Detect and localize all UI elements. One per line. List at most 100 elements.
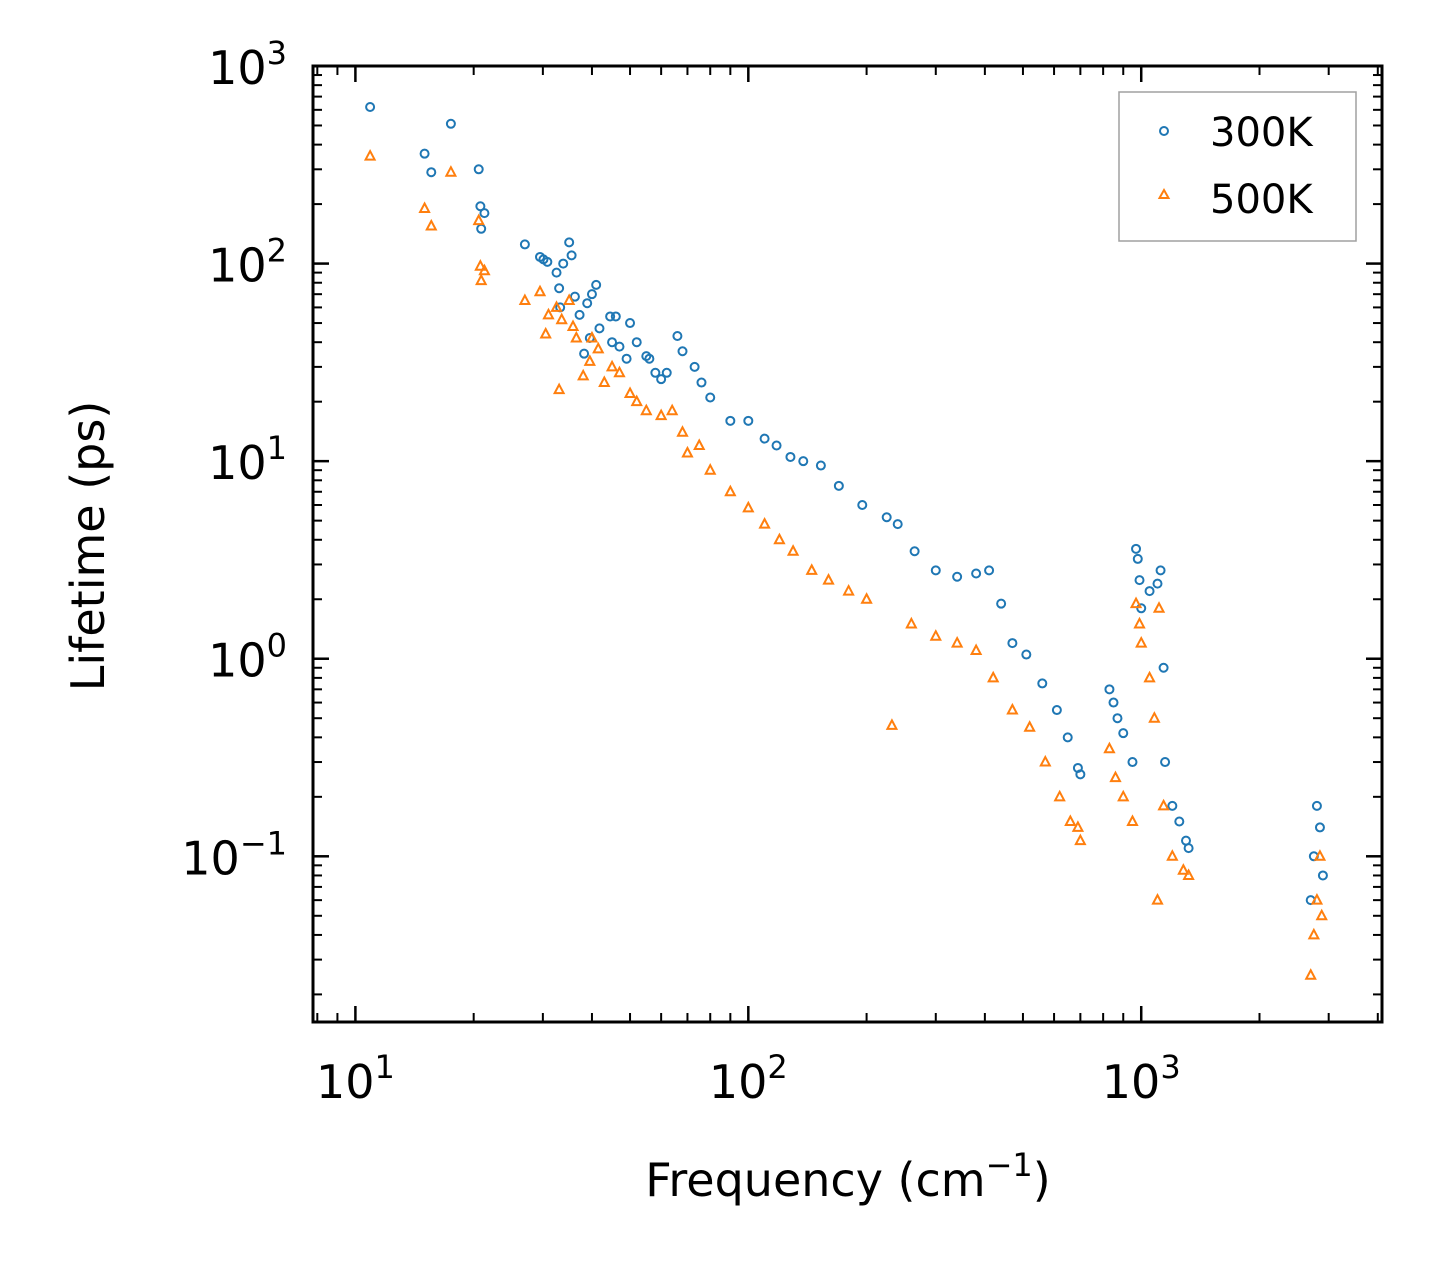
data-point-500K [905,616,918,629]
data-point-500K [885,718,899,730]
data-point-500K [950,635,964,648]
data-point-500K [363,148,377,161]
data-point-500K [665,403,679,416]
data-point-500K [1148,711,1161,723]
data-point-500K [1135,635,1148,648]
data-point-500K [1143,670,1156,683]
data-point-300K [1131,543,1142,554]
data-point-300K [1112,713,1123,724]
data-point-300K [579,348,590,359]
data-point-500K [1315,908,1328,921]
data-point-300K [1311,800,1322,811]
data-point-300K [725,415,736,426]
data-point-500K [1151,893,1164,905]
data-point-300K [542,256,553,267]
y-axis-label: Lifetime (ps) [61,401,115,692]
data-point-500K [475,273,488,286]
x-tick-label: 102 [709,1048,788,1109]
data-point-500K [472,213,485,226]
data-point-300K [610,311,621,322]
data-point-300K [771,440,782,451]
data-point-500K [605,359,619,372]
data-point-300K [798,456,809,467]
data-point-300K [689,361,700,372]
data-point-500K [533,284,547,297]
legend-marker-300K [1159,126,1169,136]
data-point-300K [476,223,487,234]
data-point-300K [696,377,707,388]
data-point-500K [566,319,580,332]
data-point-500K [613,365,626,378]
x-tick-label: 103 [1102,1048,1181,1109]
data-point-300K [426,167,437,178]
data-point-500K [654,408,668,421]
data-point-500K [583,354,596,366]
data-point-300K [857,499,868,510]
data-point-500K [929,629,942,641]
data-point-300K [881,512,892,523]
data-point-500K [418,201,431,214]
data-point-500K [1039,754,1052,767]
data-point-500K [585,330,599,343]
data-point-300K [445,118,456,129]
data-point-500K [552,382,566,395]
data-point-500K [860,592,873,604]
data-point-500K [969,643,983,656]
data-point-500K [676,425,689,437]
data-point-300K [1104,684,1115,695]
data-point-300K [621,353,632,364]
plot-frame [311,64,1384,1024]
data-point-500K [805,563,818,575]
data-point-500K [681,445,694,458]
data-point-300K [582,298,593,309]
data-point-300K [785,451,796,462]
data-point-300K [892,519,903,530]
data-point-300K [1062,732,1073,743]
data-point-500K [1177,863,1190,875]
data-point-300K [631,337,642,348]
data-point-500K [758,516,771,529]
data-point-500K [570,330,583,343]
data-point-300K [1007,638,1018,649]
data-point-300K [1075,769,1086,780]
data-point-300K [365,102,376,113]
data-point-500K [444,165,458,177]
data-point-300K [1127,757,1138,768]
data-point-300K [833,480,844,491]
data-point-500K [555,312,568,325]
data-point-300K [1037,678,1048,689]
data-point-500K [623,386,637,398]
data-point-300K [1158,662,1169,673]
data-point-300K [479,208,490,219]
data-point-500K [1157,798,1170,811]
data-point-300K [672,330,683,341]
data-point-300K [971,568,982,579]
data-point-300K [473,164,484,175]
data-point-300K [952,571,963,582]
data-point-300K [1152,578,1163,589]
data-point-300K [909,546,920,557]
data-point-300K [1314,822,1325,833]
data-point-500K [478,263,491,276]
data-point-500K [742,500,755,513]
data-point-500K [1103,741,1116,754]
legend-marker-500K [1157,187,1171,199]
data-point-300K [564,237,575,248]
series-500K [363,148,1328,980]
data-point-500K [640,403,653,416]
data-point-500K [842,583,855,596]
data-point-300K [519,239,530,250]
data-point-500K [550,300,563,312]
data-point-300K [996,598,1007,609]
data-point-300K [574,309,585,320]
data-point-300K [1132,553,1143,564]
data-point-300K [586,289,597,300]
data-point-500K [598,375,611,388]
data-point-500K [1064,814,1077,827]
data-point-300K [815,460,826,471]
data-point-500K [563,293,576,306]
data-point-500K [1152,601,1166,613]
data-point-300K [1134,575,1145,586]
y-tick-label: 101 [208,429,287,490]
y-tick-label: 100 [208,627,287,688]
